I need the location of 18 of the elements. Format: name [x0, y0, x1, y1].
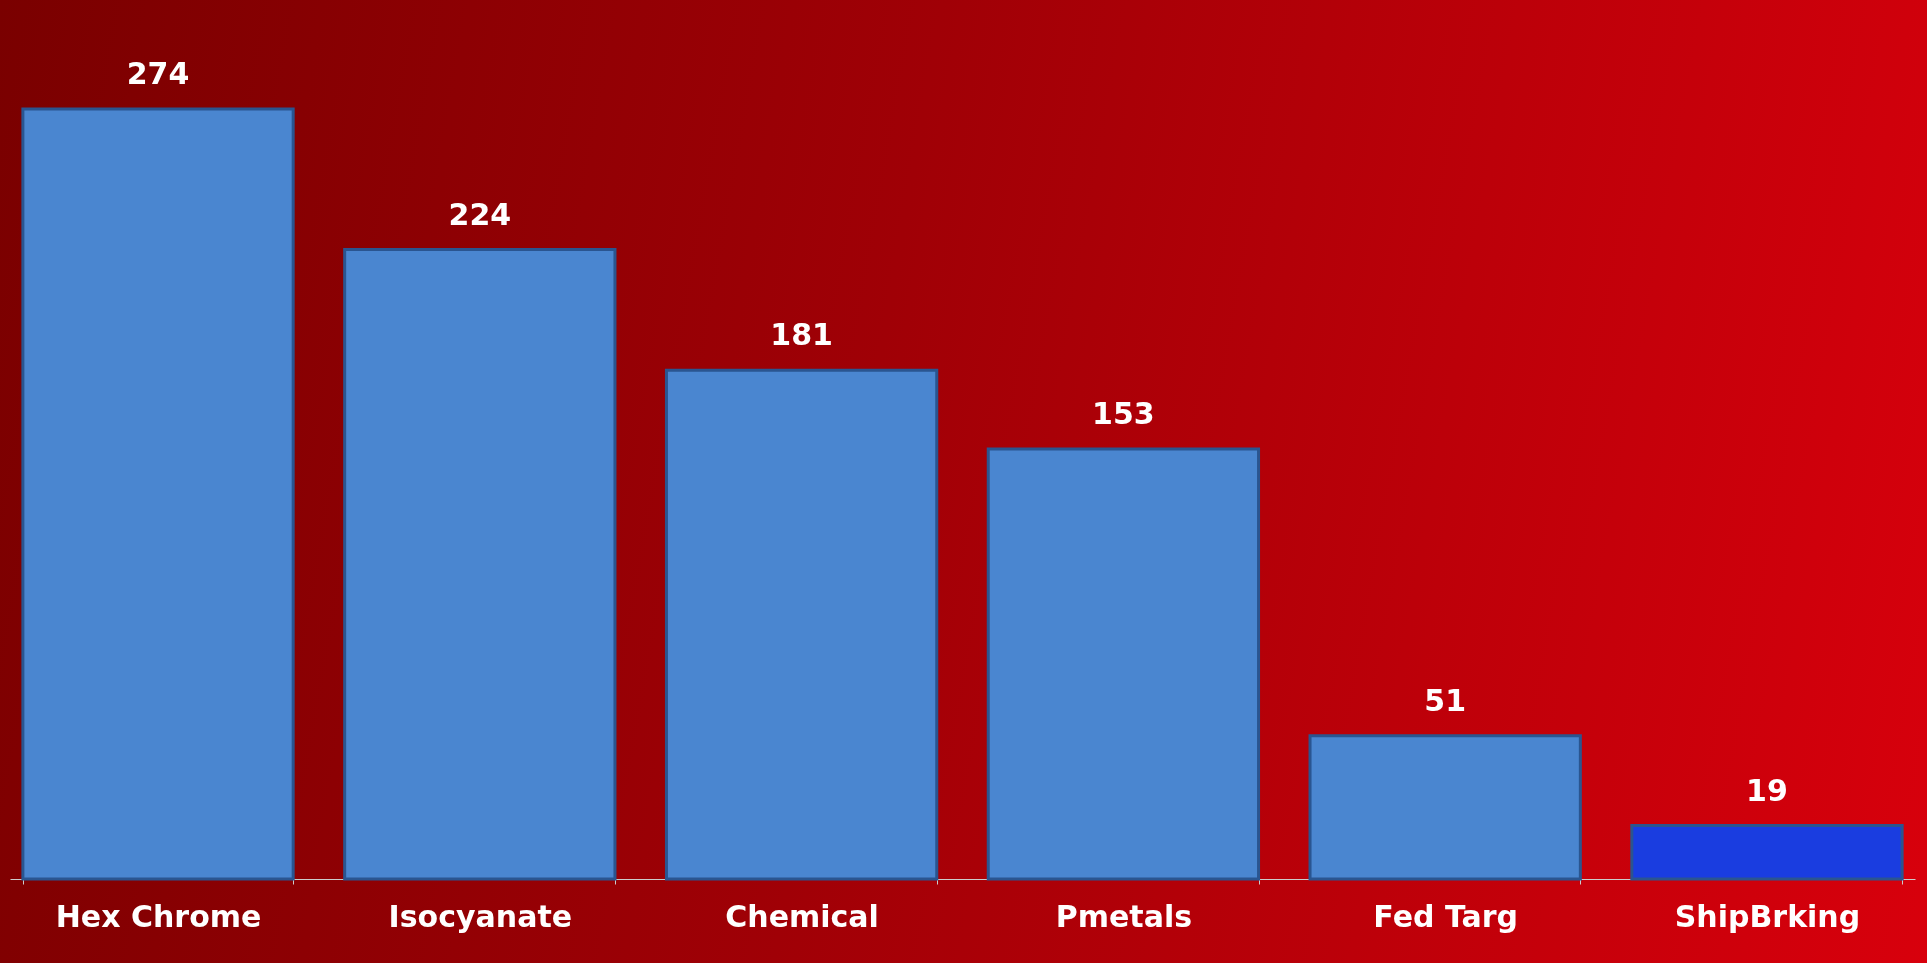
data-label: 19: [1746, 772, 1788, 808]
data-label: 181: [770, 317, 833, 353]
bar: [343, 248, 617, 881]
bar: [21, 107, 295, 881]
x-tick-label: Pmetals: [1055, 898, 1193, 934]
x-tick-label: ShipBrking: [1674, 898, 1861, 934]
bar: [1308, 734, 1582, 881]
data-label: 51: [1424, 682, 1467, 718]
bar: [1630, 824, 1904, 881]
x-tick-label: Isocyanate: [388, 898, 573, 934]
data-label: 153: [1092, 396, 1155, 432]
x-tick-label: Hex Chrome: [55, 898, 262, 934]
data-label: 274: [126, 56, 190, 91]
bar: [986, 447, 1261, 881]
x-tick-label: Fed Targ: [1373, 898, 1519, 934]
x-tick-label: Chemical: [725, 898, 879, 934]
data-label: 224: [448, 196, 512, 232]
bar: [664, 368, 939, 881]
